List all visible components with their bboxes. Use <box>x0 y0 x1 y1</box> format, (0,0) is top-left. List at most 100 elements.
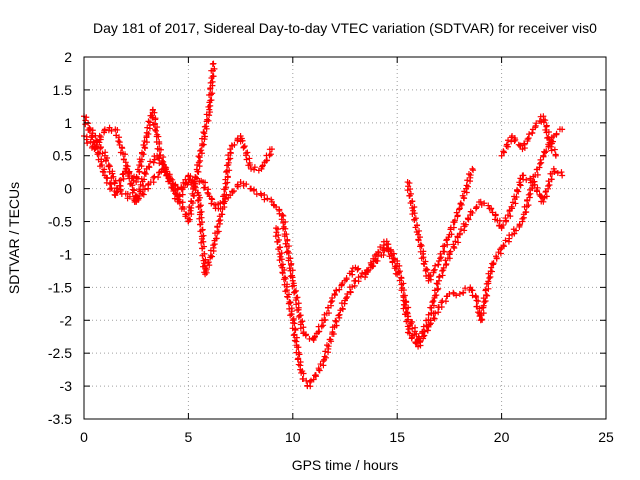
data-point-fill <box>481 200 488 207</box>
data-point-fill <box>117 186 124 193</box>
data-point-fill <box>206 112 213 119</box>
data-point-fill <box>432 310 439 317</box>
data-point-fill <box>500 148 507 155</box>
data-point-fill <box>197 228 204 235</box>
data-point-fill <box>204 259 211 266</box>
data-point-fill <box>133 173 140 180</box>
data-point-fill <box>315 365 322 372</box>
y-tick-label: -1.5 <box>48 279 72 295</box>
data-point <box>456 290 463 297</box>
data-point-fill <box>430 298 437 305</box>
data-point-fill <box>543 122 550 129</box>
data-point-fill <box>138 149 145 156</box>
data-point-fill <box>336 311 343 318</box>
data-point-fill <box>197 221 204 228</box>
data-point-fill <box>347 289 354 296</box>
data-point-fill <box>207 79 214 86</box>
data-point-fill <box>480 302 487 309</box>
data-point-fill <box>275 232 282 239</box>
data-point-fill <box>275 246 282 253</box>
data-point-fill <box>416 227 423 234</box>
data-point-fill <box>285 243 292 250</box>
data-point-fill <box>109 170 116 177</box>
data-point-fill <box>322 348 329 355</box>
data-point-fill <box>142 145 149 152</box>
data-point-fill <box>120 175 127 182</box>
data-point-fill <box>135 196 142 203</box>
data-point-fill <box>547 143 554 150</box>
data-point-fill <box>259 163 266 170</box>
data-point-fill <box>391 265 398 272</box>
y-tick-label: 1 <box>64 115 72 131</box>
data-point-fill <box>486 275 493 282</box>
data-point-fill <box>195 197 202 204</box>
data-point-fill <box>545 129 552 136</box>
data-point-fill <box>529 129 536 136</box>
data-point-fill <box>181 205 188 212</box>
data-point-fill <box>199 252 206 259</box>
data-point-fill <box>548 147 555 154</box>
data-point-fill <box>186 176 193 183</box>
data-point-fill <box>458 226 465 233</box>
data-point-fill <box>362 274 369 281</box>
data-point-fill <box>367 259 374 266</box>
data-point-fill <box>199 245 206 252</box>
data-point-fill <box>487 273 494 280</box>
data-point-fill <box>145 182 152 189</box>
data-point-fill <box>354 266 361 273</box>
data-point-fill <box>196 154 203 161</box>
data-point-fill <box>483 291 490 298</box>
data-point-fill <box>126 168 133 175</box>
plot-frame <box>83 56 607 420</box>
data-point-fill <box>303 331 310 338</box>
data-point-fill <box>432 262 439 269</box>
data-point-fill <box>402 298 409 305</box>
data-point-fill <box>517 182 524 189</box>
data-point-fill <box>538 159 545 166</box>
data-point-fill <box>196 163 203 170</box>
data-point-fill <box>92 132 99 139</box>
data-point-fill <box>513 227 520 234</box>
data-point-fill <box>212 235 219 242</box>
data-point-fill <box>396 277 403 284</box>
data-point-fill <box>172 182 179 189</box>
data-point <box>498 152 505 159</box>
data-point-fill <box>542 189 549 196</box>
data-point-fill <box>407 200 414 207</box>
data-point-fill <box>250 186 257 193</box>
data-point-fill <box>122 151 129 158</box>
data-point-fill <box>295 313 302 320</box>
data-point-fill <box>140 191 147 198</box>
data-point-fill <box>98 158 105 165</box>
data-point-fill <box>207 85 214 92</box>
data-point-fill <box>553 130 560 137</box>
data-point-fill <box>295 361 302 368</box>
data-point-fill <box>195 197 202 204</box>
data-point-fill <box>463 182 470 189</box>
data-point-fill <box>273 204 280 211</box>
x-tick-label: 5 <box>185 429 193 445</box>
data-point-fill <box>402 304 409 311</box>
data-point-fill <box>464 177 471 184</box>
y-tick-label: 2 <box>64 49 72 65</box>
data-point-fill <box>187 173 194 180</box>
data-point-fill <box>203 266 210 273</box>
data-point-fill <box>166 171 173 178</box>
data-point <box>435 258 442 265</box>
data-point-fill <box>274 238 281 245</box>
x-tick-label: 0 <box>80 429 88 445</box>
data-point-fill <box>99 168 106 175</box>
data-point-fill <box>456 230 463 237</box>
data-point-fill <box>441 242 448 249</box>
data-point-fill <box>450 241 457 248</box>
data-point-fill <box>451 217 458 224</box>
data-point-fill <box>411 210 418 217</box>
data-point-fill <box>179 191 186 198</box>
data-point-fill <box>105 163 112 170</box>
data-point-fill <box>295 355 302 362</box>
data-point-fill <box>475 298 482 305</box>
data-point-fill <box>299 318 306 325</box>
data-point <box>310 376 317 383</box>
data-point-fill <box>400 287 407 294</box>
data-point-fill <box>389 258 396 265</box>
